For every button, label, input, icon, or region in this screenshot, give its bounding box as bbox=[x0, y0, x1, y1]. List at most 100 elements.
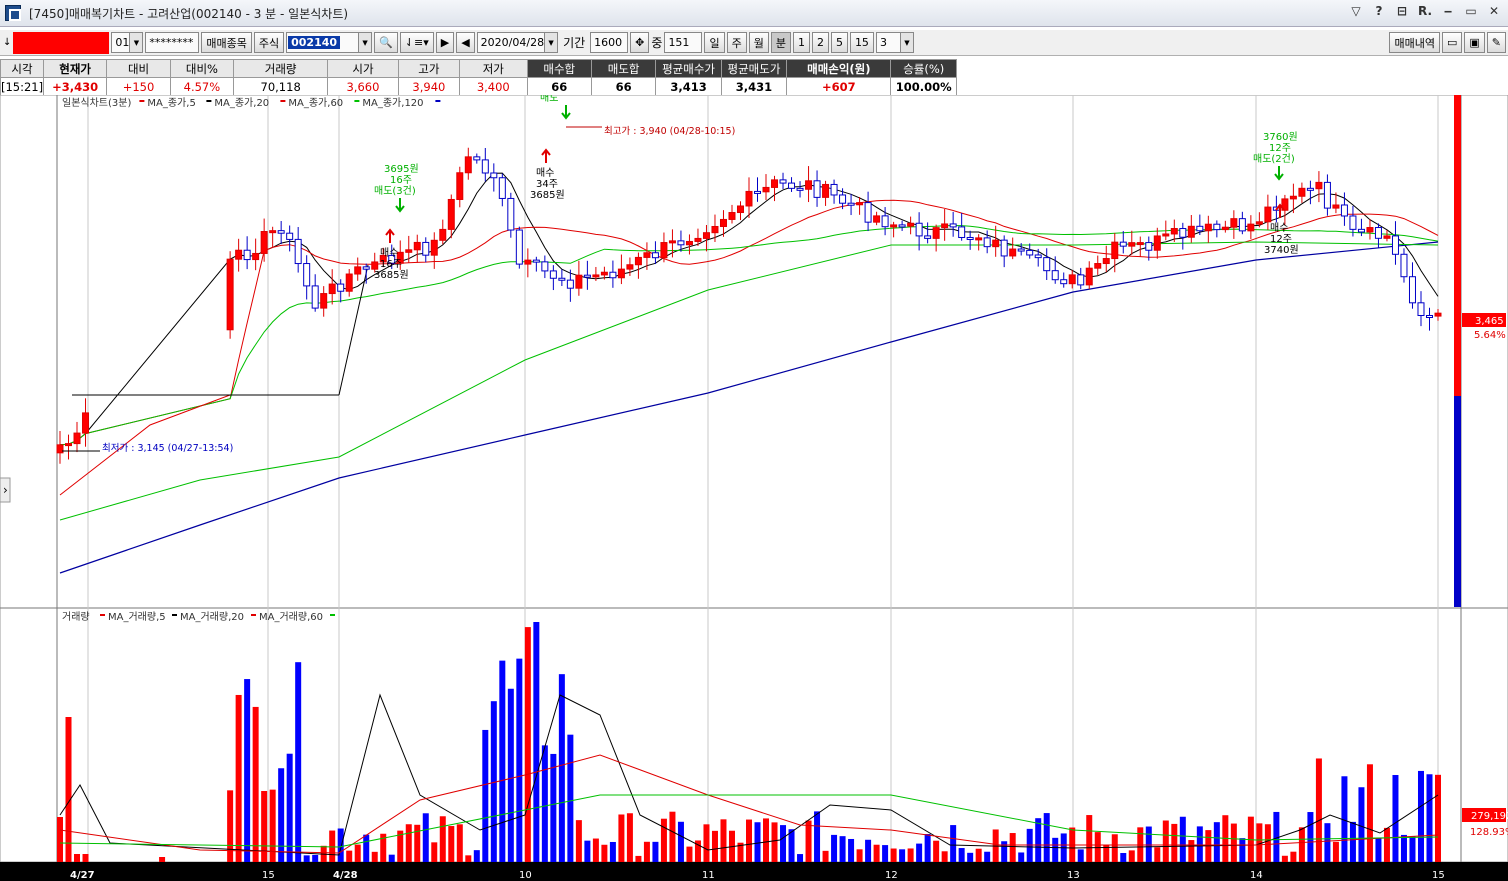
ma-60-ext bbox=[59, 241, 1439, 521]
volume-bar bbox=[57, 817, 63, 862]
volume-bar bbox=[771, 822, 778, 862]
candle-body bbox=[1043, 257, 1051, 272]
candle-body bbox=[592, 274, 600, 278]
candle-body bbox=[694, 237, 702, 242]
sell-marker-2-label: 매도 bbox=[540, 95, 558, 104]
volume-bar bbox=[1052, 837, 1059, 862]
volume-bar bbox=[763, 818, 770, 862]
volume-bar bbox=[754, 822, 761, 862]
candle-body bbox=[907, 222, 915, 227]
month-button[interactable]: 월 bbox=[748, 32, 769, 53]
next-arrow-icon[interactable]: ▶ bbox=[435, 32, 455, 53]
close-icon[interactable]: ✕ bbox=[1488, 4, 1500, 18]
candle-body bbox=[379, 254, 387, 263]
candle-body bbox=[1298, 187, 1306, 197]
chevron-down-icon[interactable]: ▼ bbox=[358, 33, 372, 52]
interval-5-button[interactable]: 5 bbox=[830, 32, 848, 53]
help-icon[interactable]: ? bbox=[1375, 4, 1383, 18]
date-input[interactable]: 2020/04/28 ▼ bbox=[476, 32, 559, 53]
account-suffix-select[interactable]: 01 ▼ bbox=[111, 32, 144, 53]
volume-bars bbox=[57, 622, 1441, 862]
chevron-down-icon[interactable]: ▼ bbox=[899, 33, 913, 52]
interval-select[interactable]: 3 ▼ bbox=[875, 32, 914, 53]
low-price-label: 최저가 : 3,145 (04/27-13:54) bbox=[102, 443, 233, 454]
prev-arrow-icon[interactable]: ◀ bbox=[456, 32, 475, 53]
volume-bar bbox=[329, 830, 336, 862]
account-arrow-icon[interactable]: ↓ bbox=[3, 37, 12, 48]
candle-body bbox=[813, 180, 821, 198]
wrench-icon[interactable]: ✎ bbox=[1486, 32, 1506, 53]
item-button[interactable]: 매매종목 bbox=[201, 32, 252, 53]
volume-bar bbox=[720, 819, 727, 862]
candle-body bbox=[898, 224, 906, 228]
candle-body bbox=[771, 179, 779, 188]
volume-bar bbox=[1154, 847, 1161, 862]
folder-icon[interactable]: ▭ bbox=[1441, 32, 1463, 53]
volume-bar bbox=[899, 849, 906, 862]
history-button[interactable]: 매매내역 bbox=[1389, 32, 1440, 53]
refresh-icon[interactable]: R. bbox=[1417, 4, 1433, 18]
period-input[interactable]: 1600 bbox=[590, 32, 629, 53]
chart-area[interactable]: › 4/27 15 4/28 10 11 12 13 14 15 일본식차트(3분) MA_종가,5 M… bbox=[0, 95, 1508, 881]
candle-body bbox=[856, 202, 864, 206]
pin-icon[interactable]: ▽ bbox=[1351, 4, 1361, 18]
candle-body bbox=[1434, 312, 1442, 317]
interval-2-button[interactable]: 2 bbox=[811, 32, 829, 53]
candle-body bbox=[754, 190, 762, 194]
volume-bar bbox=[1018, 852, 1025, 862]
buy-marker-1-price: 3685원 bbox=[374, 269, 409, 281]
minimize-icon[interactable]: ‒ bbox=[1443, 4, 1453, 18]
candle-body bbox=[1417, 302, 1425, 317]
legend-swatch bbox=[100, 614, 105, 616]
volume-bar bbox=[1035, 818, 1042, 862]
chevron-down-icon[interactable]: ▼ bbox=[129, 33, 143, 52]
volume-bar bbox=[975, 848, 982, 862]
sort-icon[interactable]: ⇃≡▾ bbox=[399, 32, 434, 53]
volume-bar bbox=[490, 701, 497, 862]
volume-bar bbox=[159, 857, 166, 862]
candle-body bbox=[1060, 279, 1068, 285]
candle-body bbox=[685, 240, 693, 246]
candle-body bbox=[1068, 274, 1076, 285]
password-field[interactable]: ******** bbox=[145, 32, 200, 53]
volume-bar bbox=[1128, 850, 1135, 862]
chevron-down-icon[interactable]: ▼ bbox=[544, 33, 558, 52]
candle-body bbox=[847, 202, 855, 206]
middle-input[interactable]: 151 bbox=[664, 32, 703, 53]
buy-marker-1-arrow-icon bbox=[385, 228, 395, 243]
interval-15-button[interactable]: 15 bbox=[849, 32, 874, 53]
candle-body bbox=[668, 240, 676, 244]
maximize-icon[interactable]: ▭ bbox=[1465, 4, 1477, 18]
save-icon[interactable]: ▣ bbox=[1464, 32, 1485, 53]
volume-bar bbox=[686, 846, 693, 862]
account-field[interactable] bbox=[13, 31, 110, 54]
candle-body bbox=[456, 172, 464, 200]
candle-body bbox=[1213, 223, 1221, 231]
header-volume: 거래량 bbox=[233, 59, 329, 78]
minute-button[interactable]: 분 bbox=[770, 32, 791, 53]
market-button[interactable]: 주식 bbox=[253, 32, 285, 53]
code-input[interactable]: 002140 ▼ bbox=[286, 32, 373, 53]
candle-body bbox=[413, 241, 421, 251]
candle-body bbox=[277, 230, 285, 234]
candle-body bbox=[558, 277, 566, 281]
window-title: [7450]매매복기차트 - 고려산업(002140 - 3 분 - 일본식차트… bbox=[29, 6, 349, 21]
interval-1-button[interactable]: 1 bbox=[792, 32, 810, 53]
volume-bar bbox=[516, 658, 523, 862]
search-icon[interactable]: 🔍 bbox=[374, 32, 398, 53]
current-price-pct: 5.64% bbox=[1474, 330, 1506, 341]
candle-body bbox=[1374, 227, 1382, 239]
candle-body bbox=[1357, 228, 1365, 233]
candle-body bbox=[992, 239, 1000, 248]
candle-body bbox=[328, 283, 336, 295]
week-button[interactable]: 주 bbox=[726, 32, 747, 53]
candle-body bbox=[634, 256, 642, 266]
crosshair-icon[interactable]: ✥ bbox=[630, 32, 650, 53]
buy-marker-2-qty: 34주 bbox=[536, 179, 558, 190]
volume-bar bbox=[482, 729, 489, 862]
day-button[interactable]: 일 bbox=[704, 32, 725, 53]
x-tick-label: 4/28 bbox=[333, 870, 358, 881]
value-avg-buy: 3,413 bbox=[655, 77, 722, 96]
volume-bar bbox=[235, 694, 242, 862]
layout-icon[interactable]: ⊟ bbox=[1396, 4, 1408, 18]
